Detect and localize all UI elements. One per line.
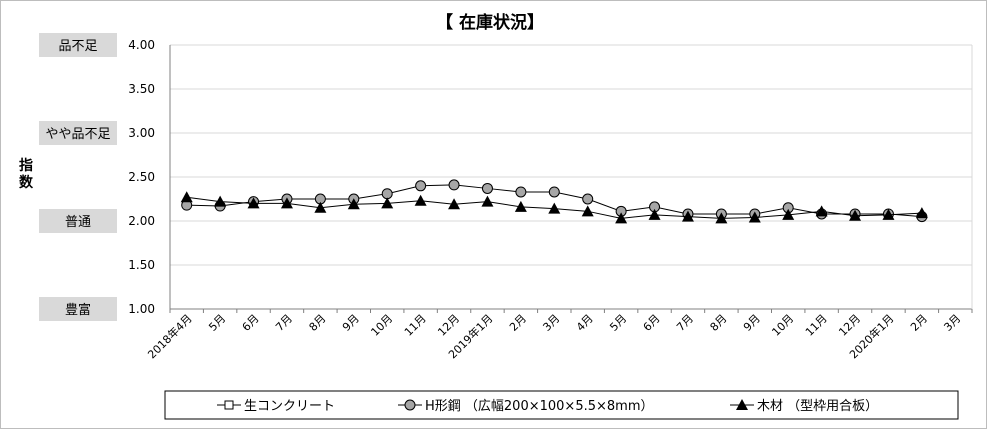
x-tick-label: 11月 [803, 312, 830, 339]
x-tick-label: 8月 [708, 312, 730, 334]
x-tick-label: 9月 [741, 312, 763, 334]
x-tick-label: 7月 [674, 312, 696, 334]
y-tick-label: 2.00 [128, 214, 155, 228]
level-label-box [39, 33, 117, 57]
data-point [481, 182, 493, 194]
data-point [882, 208, 895, 220]
x-tick-label: 2月 [908, 312, 930, 334]
y-tick-label: 4.00 [128, 38, 155, 52]
legend-box [164, 390, 959, 420]
data-point [582, 193, 594, 205]
series-3 [180, 191, 928, 224]
level-label-box [39, 209, 117, 233]
data-point [548, 202, 561, 214]
data-point [247, 197, 260, 209]
x-tick-label: 6月 [641, 312, 663, 334]
x-tick-label: 12月 [435, 312, 462, 339]
data-point [648, 208, 661, 220]
data-point [314, 201, 327, 213]
x-tick-label: 9月 [340, 312, 362, 334]
data-point [849, 209, 862, 221]
y-tick-label: 3.00 [128, 126, 155, 140]
data-point [381, 188, 393, 200]
legend-marker [736, 399, 748, 410]
data-point [915, 207, 928, 219]
data-point [214, 195, 227, 207]
level-label-text: 品不足 [58, 39, 97, 54]
level-label: やや品不足 [39, 121, 117, 145]
y-tick-label: 3.50 [128, 82, 155, 96]
data-point [782, 208, 795, 220]
data-point [415, 180, 427, 192]
x-tick-label: 6月 [240, 312, 262, 334]
data-point [815, 205, 828, 217]
legend-label: 木材 （型枠用合板） [757, 399, 878, 414]
x-tick-label: 5月 [607, 312, 629, 334]
series-2 [181, 179, 928, 223]
level-label-box [39, 121, 117, 145]
x-tick-label: 3月 [941, 312, 963, 334]
x-tick-label: 8月 [307, 312, 329, 334]
level-label: 普通 [39, 209, 117, 233]
series-layer [180, 179, 928, 224]
legend-marker [404, 399, 416, 411]
level-label-text: 豊富 [65, 302, 91, 318]
y-tick-label: 1.50 [128, 258, 155, 272]
data-point [715, 212, 728, 224]
data-point [548, 186, 560, 198]
gridlines [169, 44, 973, 313]
data-point [615, 212, 628, 224]
x-tick-label: 12月 [836, 312, 863, 339]
x-tick-label: 4月 [574, 312, 596, 334]
x-tick-label: 11月 [402, 312, 429, 339]
x-tick-label: 2018年4月 [145, 311, 195, 361]
x-tick-label: 2月 [507, 312, 529, 334]
x-tick-label: 10月 [769, 312, 796, 339]
legend-item: 木材 （型枠用合板） [730, 399, 878, 414]
data-point [748, 211, 761, 223]
data-point [414, 194, 427, 206]
level-label-text: 普通 [65, 215, 91, 230]
y-tick-label: 2.50 [128, 170, 155, 184]
y-axis-label: 指数 [19, 157, 34, 191]
y-tick-label: 1.00 [128, 302, 155, 316]
data-point [681, 210, 694, 222]
x-tick-label: 5月 [206, 312, 228, 334]
data-point [514, 200, 527, 212]
data-point [481, 195, 494, 207]
level-label: 品不足 [39, 33, 117, 57]
legend-item: 生コンクリート [217, 399, 335, 414]
y-tick-labels: 1.00 1.50 2.00 2.50 3.00 3.50 4.00 [128, 38, 155, 316]
data-point [180, 191, 193, 203]
data-point [515, 186, 527, 198]
level-label-text: やや品不足 [45, 127, 110, 142]
level-label-box [39, 297, 117, 321]
x-tick-label: 3月 [540, 312, 562, 334]
legend-label: H形鋼 （広幅200×100×5.5×8mm） [425, 399, 653, 414]
legend-marker [224, 400, 234, 410]
data-point [581, 205, 594, 217]
data-point [448, 198, 461, 210]
data-point [381, 197, 394, 209]
x-tick-label: 10月 [368, 312, 395, 339]
legend-label: 生コンクリート [244, 399, 335, 414]
level-label: 豊富 [39, 297, 117, 321]
legend-item: H形鋼 （広幅200×100×5.5×8mm） [398, 399, 653, 414]
chart-title: 【 在庫状況】 [436, 12, 544, 33]
x-tick-label: 7月 [273, 312, 295, 334]
data-point [347, 198, 360, 210]
data-point [280, 197, 293, 209]
data-point [448, 179, 460, 191]
legend: 生コンクリート H形鋼 （広幅200×100×5.5×8mm） 木材 （型枠用合板） [217, 399, 878, 414]
